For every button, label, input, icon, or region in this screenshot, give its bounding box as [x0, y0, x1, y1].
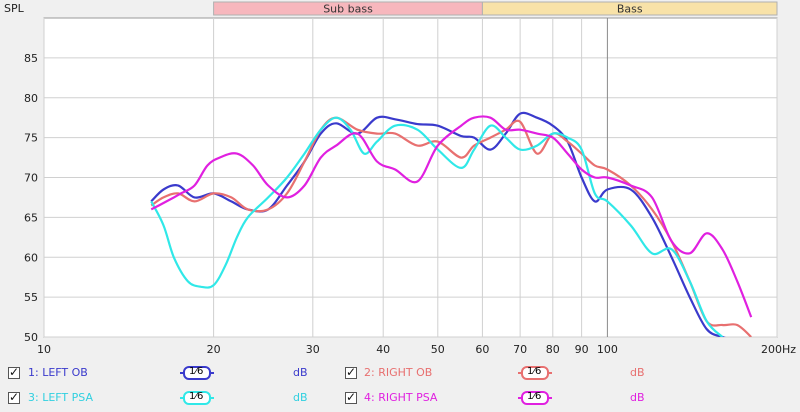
series-line-3 [150, 116, 724, 337]
y-tick-label: 80 [24, 92, 38, 105]
band-2 [481, 1, 778, 16]
legend-checkbox-4[interactable] [345, 390, 357, 404]
x-tick-label: 100 [597, 343, 618, 356]
x-tick-label: 80 [546, 343, 560, 356]
y-tick-label: 55 [24, 291, 38, 304]
legend-row-1: 1: LEFT OB 1⁄6 dB 2: RIGHT OB 1⁄6 dB [0, 364, 800, 384]
x-tick-label: 40 [376, 343, 390, 356]
y-tick-label: 75 [24, 132, 38, 145]
legend-label-4: 4: RIGHT PSA [364, 391, 438, 404]
x-tick-label: 200Hz [761, 343, 796, 356]
x-tick-label: 30 [306, 343, 320, 356]
unit-label-3: dB [293, 391, 308, 404]
x-tick-label: 20 [207, 343, 221, 356]
legend-row-2: 3: LEFT PSA 1⁄6 dB 4: RIGHT PSA 1⁄6 dB [0, 389, 800, 409]
smoothing-button-2[interactable]: 1⁄6 [518, 365, 552, 381]
y-tick-label: 50 [24, 331, 38, 344]
x-tick-label: 10 [37, 343, 51, 356]
grid-lines [43, 18, 778, 338]
series-lines [150, 111, 753, 337]
legend-checkbox-2[interactable] [345, 365, 357, 379]
unit-label-1: dB [293, 366, 308, 379]
legend-label-1: 1: LEFT OB [28, 366, 88, 379]
smoothing-button-4[interactable]: 1⁄6 [518, 390, 552, 406]
band-label-2: Bass [617, 3, 643, 16]
y-tick-label: 70 [24, 172, 38, 185]
y-axis-title: SPL [4, 2, 25, 15]
y-tick-label: 65 [24, 211, 38, 224]
legend-checkbox-1[interactable] [8, 365, 20, 379]
series-line-4 [150, 115, 753, 318]
frequency-bands: Sub bass Bass [213, 1, 778, 16]
series-line-2 [150, 116, 752, 337]
spl-chart[interactable]: Sub bass Bass 50 55 60 65 70 75 80 85 10 20 30 40 50 6… [0, 0, 800, 360]
unit-label-2: dB [630, 366, 645, 379]
smoothing-button-3[interactable]: 1⁄6 [180, 390, 214, 406]
x-tick-label: 50 [431, 343, 445, 356]
axis-labels: 50 55 60 65 70 75 80 85 10 20 30 40 50 60 70 80 90 100 200… [24, 52, 796, 356]
x-tick-label: 60 [475, 343, 489, 356]
legend-label-2: 2: RIGHT OB [364, 366, 433, 379]
smoothing-label-4: 1⁄6 [527, 391, 542, 402]
legend-label-3: 3: LEFT PSA [28, 391, 93, 404]
smoothing-label-1: 1⁄6 [189, 366, 204, 377]
y-tick-label: 85 [24, 52, 38, 65]
smoothing-button-1[interactable]: 1⁄6 [180, 365, 214, 381]
unit-label-4: dB [630, 391, 645, 404]
band-label-1: Sub bass [323, 3, 373, 16]
smoothing-label-2: 1⁄6 [527, 366, 542, 377]
legend-checkbox-3[interactable] [8, 390, 20, 404]
smoothing-label-3: 1⁄6 [189, 391, 204, 402]
y-tick-label: 60 [24, 251, 38, 264]
x-tick-label: 70 [513, 343, 527, 356]
x-tick-label: 90 [575, 343, 589, 356]
